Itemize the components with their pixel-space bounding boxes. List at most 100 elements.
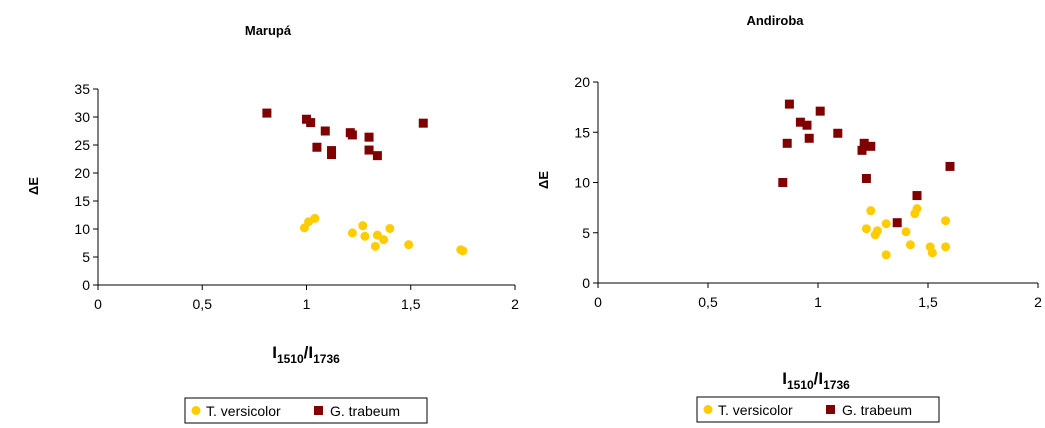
data-point-t-versicolor bbox=[310, 213, 320, 223]
data-point-g-trabeum bbox=[312, 142, 322, 152]
y-tick-label: 10 bbox=[74, 221, 90, 237]
chart-andiroba: Andiroba ΔE 0 5 10 15 20 0 0,5 1 1,5 2 I1510/I173… bbox=[536, 13, 1042, 423]
y-tick-label: 0 bbox=[582, 275, 590, 291]
x-tick-label: 0,5 bbox=[698, 294, 718, 310]
x-tick-label: 1 bbox=[303, 296, 311, 312]
plot-area: 0 5 10 15 20 25 30 35 0 0,5 1 1,5 2 bbox=[74, 81, 519, 312]
y-tick-label: 10 bbox=[574, 175, 590, 191]
x-axis-label-sub2: 1736 bbox=[823, 378, 850, 392]
plot-area: 0 5 10 15 20 0 0,5 1 1,5 2 bbox=[574, 74, 1042, 310]
x-axis-label-sep: /I bbox=[814, 369, 823, 388]
x-tick-label: 1,5 bbox=[401, 296, 421, 312]
y-axis-label: ΔE bbox=[26, 177, 41, 195]
legend-marker-circle bbox=[703, 405, 713, 414]
y-tick-label: 15 bbox=[574, 124, 590, 140]
data-point-t-versicolor bbox=[372, 230, 382, 240]
y-axis-label: ΔE bbox=[536, 171, 551, 189]
data-point-g-trabeum bbox=[306, 118, 316, 128]
data-point-t-versicolor bbox=[872, 226, 882, 236]
legend-frame bbox=[696, 396, 940, 423]
data-point-t-versicolor bbox=[866, 206, 876, 216]
x-tick-label: 2 bbox=[511, 296, 519, 312]
data-point-g-trabeum bbox=[364, 145, 374, 155]
data-point-g-trabeum bbox=[857, 145, 867, 155]
chart-marupa: Marupá ΔE 0 5 10 15 20 25 30 35 0 0,5 1 1,5 2 I1510/… bbox=[26, 23, 519, 424]
y-tick-label: 25 bbox=[74, 137, 90, 153]
data-point-g-trabeum bbox=[320, 126, 330, 136]
data-point-g-trabeum bbox=[372, 151, 382, 161]
x-tick-label: 0 bbox=[94, 296, 102, 312]
x-axis-label-sub2: 1736 bbox=[313, 352, 340, 366]
x-tick-label: 1,5 bbox=[918, 294, 938, 310]
data-point-t-versicolor bbox=[360, 231, 370, 241]
legend: T. versicolor G. trabeum bbox=[184, 397, 428, 424]
y-tick-label: 30 bbox=[74, 109, 90, 125]
y-tick-label: 5 bbox=[82, 249, 90, 265]
data-point-g-trabeum bbox=[364, 132, 374, 142]
x-axis-label-main: I bbox=[272, 343, 277, 362]
data-point-t-versicolor bbox=[881, 219, 891, 229]
data-point-t-versicolor bbox=[941, 242, 951, 252]
x-axis-label-main: I bbox=[782, 369, 787, 388]
data-point-g-trabeum bbox=[892, 218, 902, 228]
data-point-g-trabeum bbox=[945, 161, 955, 171]
x-axis-label: I1510/I1736 bbox=[272, 343, 340, 366]
data-point-t-versicolor bbox=[404, 240, 414, 250]
legend-marker-square bbox=[314, 406, 323, 415]
y-tick-label: 5 bbox=[582, 225, 590, 241]
data-point-t-versicolor bbox=[379, 235, 389, 245]
data-point-t-versicolor bbox=[370, 241, 380, 251]
data-point-g-trabeum bbox=[802, 120, 812, 130]
data-point-g-trabeum bbox=[784, 99, 794, 109]
data-point-t-versicolor bbox=[941, 216, 951, 226]
x-tick-label: 2 bbox=[1034, 294, 1042, 310]
x-axis-label: I1510/I1736 bbox=[782, 369, 850, 392]
x-tick-label: 1 bbox=[814, 294, 822, 310]
chart-title: Andiroba bbox=[746, 13, 804, 28]
y-tick-label: 20 bbox=[74, 165, 90, 181]
legend-entry-2: G. trabeum bbox=[330, 403, 400, 419]
chart-title: Marupá bbox=[245, 23, 292, 38]
x-axis-label-sep: /I bbox=[304, 343, 313, 362]
data-point-g-trabeum bbox=[866, 141, 876, 151]
data-point-t-versicolor bbox=[912, 204, 922, 214]
y-tick-label: 15 bbox=[74, 193, 90, 209]
data-point-g-trabeum bbox=[418, 118, 428, 128]
data-point-t-versicolor bbox=[901, 227, 911, 237]
x-tick-label: 0,5 bbox=[193, 296, 213, 312]
data-point-t-versicolor bbox=[385, 223, 395, 233]
x-axis-label-sub1: 1510 bbox=[277, 352, 304, 366]
data-point-g-trabeum bbox=[347, 130, 357, 140]
x-tick-label: 0 bbox=[594, 294, 602, 310]
data-point-t-versicolor bbox=[347, 228, 357, 238]
data-point-g-trabeum bbox=[912, 191, 922, 201]
y-tick-label: 0 bbox=[82, 277, 90, 293]
data-point-g-trabeum bbox=[861, 173, 871, 183]
legend-frame bbox=[184, 397, 428, 424]
legend-marker-square bbox=[826, 405, 835, 414]
data-point-t-versicolor bbox=[861, 224, 871, 234]
data-point-g-trabeum bbox=[859, 138, 869, 148]
data-point-g-trabeum bbox=[815, 106, 825, 116]
y-tick-label: 35 bbox=[74, 81, 90, 97]
data-point-t-versicolor bbox=[881, 250, 891, 260]
data-point-g-trabeum bbox=[782, 138, 792, 148]
y-tick-label: 20 bbox=[574, 74, 590, 90]
data-point-g-trabeum bbox=[778, 178, 788, 187]
data-point-t-versicolor bbox=[358, 221, 368, 231]
legend-entry-1: T. versicolor bbox=[718, 402, 793, 418]
data-point-t-versicolor bbox=[905, 240, 915, 250]
data-point-t-versicolor bbox=[458, 246, 468, 256]
data-point-g-trabeum bbox=[833, 128, 843, 138]
legend-entry-1: T. versicolor bbox=[206, 403, 281, 419]
data-point-g-trabeum bbox=[795, 117, 805, 127]
x-axis-label-sub1: 1510 bbox=[787, 378, 814, 392]
data-point-g-trabeum bbox=[327, 146, 337, 156]
data-point-g-trabeum bbox=[262, 108, 272, 118]
legend-entry-2: G. trabeum bbox=[842, 402, 912, 418]
legend-marker-circle bbox=[191, 406, 201, 415]
data-point-g-trabeum bbox=[804, 133, 814, 143]
legend: T. versicolor G. trabeum bbox=[696, 396, 940, 423]
data-point-t-versicolor bbox=[927, 248, 937, 258]
